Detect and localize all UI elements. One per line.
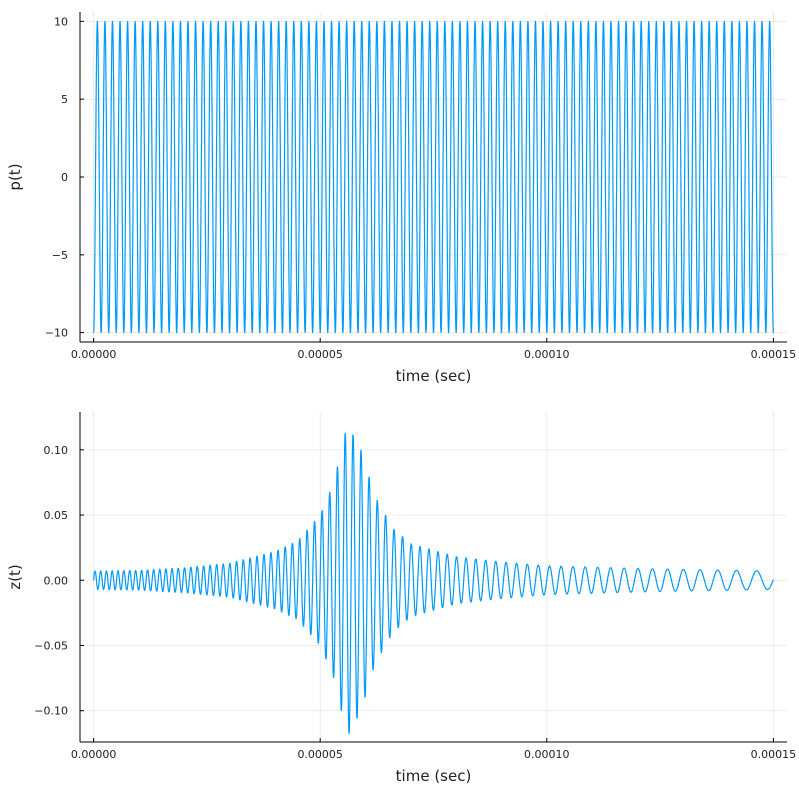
p-y-axis-label: p(t)	[6, 163, 24, 190]
z-y-axis-label: z(t)	[6, 564, 24, 589]
z-x-tick-label-2: 0.00010	[524, 748, 570, 761]
p-y-tick-label-3: 5	[61, 93, 68, 106]
z-x-ticks: 0.00000 0.00005 0.00010 0.00015	[71, 738, 796, 761]
p-x-tick-label-3: 0.00015	[751, 348, 797, 361]
p-y-tick-label-0: −10	[45, 327, 68, 340]
z-x-tick-label-3: 0.00015	[751, 748, 797, 761]
z-x-tick-label-1: 0.00005	[297, 748, 343, 761]
z-y-tick-label-2: 0.00	[44, 574, 69, 587]
p-x-axis-label: time (sec)	[396, 367, 472, 385]
p-x-tick-label-1: 0.00005	[297, 348, 343, 361]
z-series-line	[93, 432, 774, 734]
z-x-axis-label: time (sec)	[396, 767, 472, 785]
p-x-tick-label-2: 0.00010	[524, 348, 570, 361]
z-y-tick-label-4: 0.10	[44, 444, 69, 457]
z-y-tick-label-1: −0.05	[34, 639, 68, 652]
p-x-tick-label-0: 0.00000	[71, 348, 117, 361]
p-x-ticks: 0.00000 0.00005 0.00010 0.00015	[71, 338, 796, 361]
p-panel: 0.00000 0.00005 0.00010 0.00015 −10 −5 0 5 10 t…	[6, 12, 796, 385]
z-y-ticks: −0.10 −0.05 0.00 0.05 0.10	[34, 444, 84, 718]
z-panel: 0.00000 0.00005 0.00010 0.00015 −0.10 −0.05 0…	[6, 412, 796, 785]
z-y-tick-label-3: 0.05	[44, 509, 69, 522]
p-y-tick-label-4: 10	[54, 15, 68, 28]
p-series-line	[93, 20, 774, 334]
p-y-ticks: −10 −5 0 5 10	[45, 15, 84, 340]
z-y-tick-label-0: −0.10	[34, 705, 68, 718]
z-x-tick-label-0: 0.00000	[71, 748, 117, 761]
p-y-tick-label-1: −5	[52, 249, 68, 262]
z-grid	[80, 412, 787, 742]
p-y-tick-label-2: 0	[61, 171, 68, 184]
